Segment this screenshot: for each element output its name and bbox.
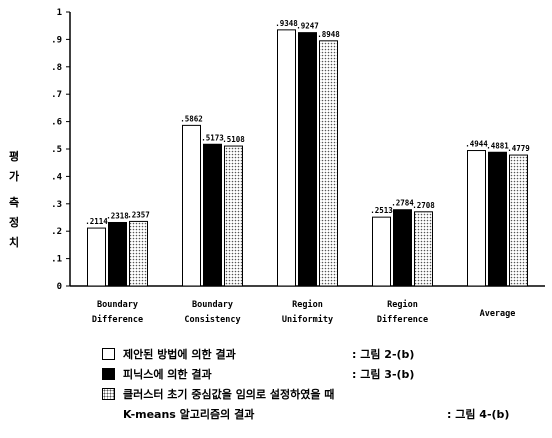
bars: .2114.2318.2357 .5862 .5173.5108 .9348.9247…: [85, 19, 530, 287]
bar: [277, 29, 296, 287]
bar: [108, 221, 127, 287]
y-tick-label: .6: [51, 118, 62, 128]
bar: [87, 227, 106, 287]
y-axis-label-char: 측: [9, 195, 19, 209]
data-label: .2318: [106, 211, 129, 220]
y-tick-label: .9: [51, 35, 62, 45]
bar: [224, 145, 243, 287]
category-label: Region: [387, 299, 418, 310]
data-label: .9247: [296, 22, 319, 31]
category-label: Average: [480, 309, 516, 319]
legend-figure-ref: : 그림 2-(b): [352, 348, 415, 361]
y-tick-label: .5: [51, 145, 62, 155]
legend-figure-ref: : 그림 4-(b): [447, 408, 510, 421]
legend: 제안된 방법에 의한 결과 : 그림 2-(b) 피닉스에 의한 결과 : 그림…: [102, 345, 547, 425]
data-label: .4944: [465, 140, 488, 149]
bar: [372, 216, 391, 287]
data-label: .8948: [317, 30, 340, 39]
category-label: Boundary: [192, 300, 233, 310]
bar: [488, 151, 507, 287]
data-label: .4779: [507, 144, 530, 153]
y-axis-label-char: 평: [9, 149, 19, 163]
y-tick-label: .4: [51, 172, 62, 182]
legend-item-0: 제안된 방법에 의한 결과 : 그림 2-(b): [102, 345, 547, 365]
y-tick-label: 0: [57, 282, 62, 292]
y-tick-label: .7: [51, 90, 62, 100]
legend-swatch-black: [102, 368, 115, 380]
bar: [393, 209, 412, 287]
y-tick-label: .1: [51, 255, 62, 265]
y-axis-label-char: 정: [9, 215, 19, 229]
legend-item-1: 피닉스에 의한 결과 : 그림 3-(b): [102, 365, 547, 385]
data-label: .2708: [412, 201, 435, 210]
y-tick-label: .3: [51, 200, 62, 210]
category-label: Uniformity: [282, 314, 333, 325]
y-tick-label: .8: [51, 63, 62, 73]
data-label: .5862: [180, 114, 203, 123]
data-label: .2784: [391, 199, 414, 208]
category-label: Region: [292, 299, 323, 310]
legend-item-2: 클러스터 초기 중심값을 임의로 설정하였을 때: [102, 385, 547, 405]
y-tick-label: 1: [57, 8, 62, 18]
legend-label: 제안된 방법에 의한 결과: [123, 348, 236, 361]
bar: [182, 124, 201, 287]
y-tick-label: .2: [51, 227, 62, 237]
legend-figure-ref: : 그림 3-(b): [352, 368, 415, 381]
data-label: .4881: [486, 141, 509, 150]
data-label: .5108: [222, 135, 245, 144]
bar: [467, 150, 486, 287]
bar: [509, 154, 528, 287]
data-label: .2357: [127, 210, 150, 219]
y-axis-label-char: 가: [9, 169, 19, 183]
bar: [129, 220, 148, 287]
legend-swatch-dotted: [102, 388, 115, 400]
data-label: .2114: [85, 217, 108, 226]
data-label: .5173: [201, 133, 224, 142]
y-axis-label-char: 치: [9, 235, 19, 249]
bar: [319, 40, 338, 287]
category-label: Difference: [377, 314, 428, 325]
bar: [203, 143, 222, 287]
data-label: .9348: [275, 19, 298, 28]
category-label: Difference: [92, 314, 143, 325]
legend-label: 피닉스에 의한 결과: [123, 368, 212, 381]
bar: [414, 211, 433, 287]
data-label: .2513: [370, 206, 393, 215]
axes: 0 .1 .2 .3 .4 .5 .6 .7 .8 .9 1: [51, 8, 545, 292]
legend-item-2-cont: K-means 알고리즘의 결과 : 그림 4-(b): [102, 405, 547, 425]
category-label: Boundary: [97, 300, 138, 310]
bar: [298, 32, 317, 287]
category-label: Consistency: [184, 314, 240, 325]
legend-label-cont: K-means 알고리즘의 결과: [123, 408, 255, 421]
legend-label: 클러스터 초기 중심값을 임의로 설정하였을 때: [123, 388, 335, 401]
category-labels: Boundary Difference Boundary Consistency Reg…: [92, 299, 516, 325]
legend-swatch-white: [102, 348, 115, 360]
